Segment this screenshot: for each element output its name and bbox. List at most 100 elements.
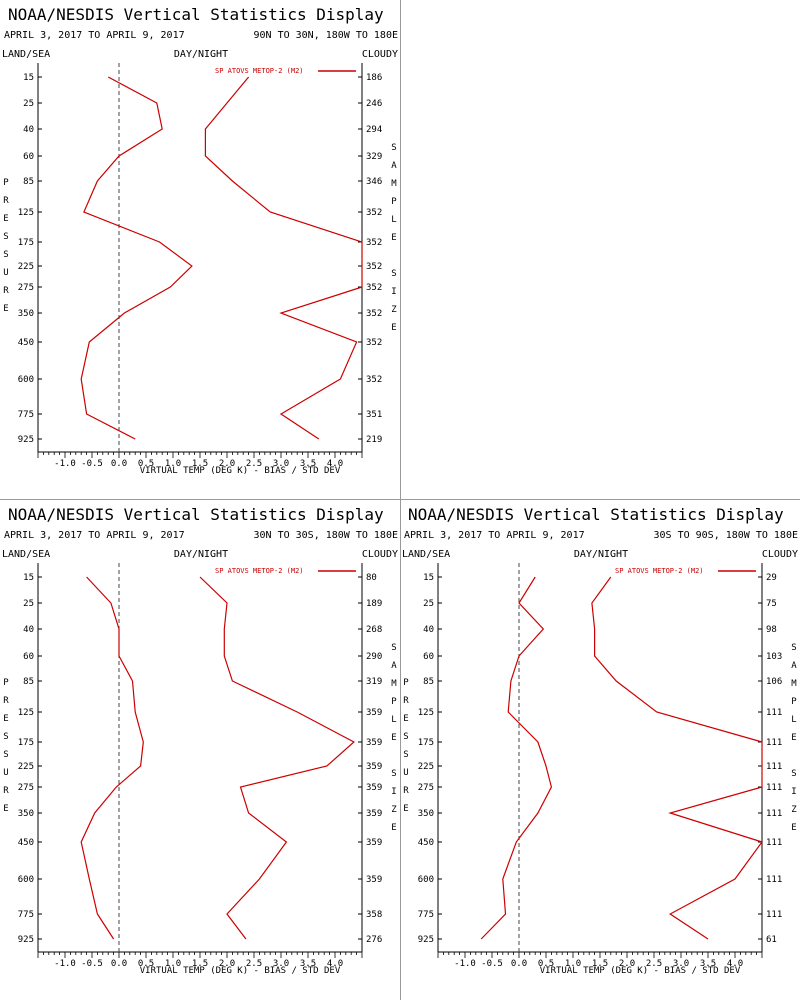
sample-size-label: 346 [366,177,382,187]
pressure-tick-label: 60 [23,652,34,662]
sample-size-label: 294 [366,125,382,135]
x-tick-label: 1.5 [192,959,208,969]
x-tick-label: 2.0 [219,459,235,469]
cloudy-label: CLOUDY [362,549,398,560]
day-night-label: DAY/NIGHT [174,549,228,560]
x-tick-label: -1.0 [54,459,76,469]
y-label-left-letter: R [3,786,9,796]
pressure-tick-label: 85 [23,677,34,687]
axes: 15 186 25 246 40 294 60 329 85 346 125 352 175 352 225… [3,63,397,469]
pressure-tick-label: 600 [18,875,34,885]
y-label-left-letter: P [3,178,9,188]
bias-line [80,76,193,440]
sample-size-label: 319 [366,677,382,687]
sample-size-label: 351 [366,410,382,420]
pressure-tick-label: 275 [18,283,34,293]
y-label-left-letter: S [403,732,408,742]
x-axis-label: VIRTUAL TEMP (DEG K) - BIAS / STD DEV [540,966,741,976]
pressure-tick-label: 600 [18,375,34,385]
y-label-left-letter: S [3,750,8,760]
y-label-right-letter: M [391,679,397,689]
sample-size-label: 359 [366,783,382,793]
y-label-left-letter: S [3,250,8,260]
sample-size-label: 352 [366,238,382,248]
y-label-right-letter: M [791,679,797,689]
x-tick-label: -1.0 [54,959,76,969]
sample-size-label: 359 [366,762,382,772]
x-tick-label: 2.0 [219,959,235,969]
y-label-right-letter: I [391,787,396,797]
y-label-left-letter: R [3,286,9,296]
y-label-right-letter: P [391,697,397,707]
y-label-left-letter: U [3,268,8,278]
y-label-left-letter: E [3,804,8,814]
pressure-tick-label: 40 [423,625,434,635]
chart-svg-2: NOAA/NESDIS Vertical Statistics Display … [2,505,398,976]
pressure-tick-label: 40 [23,625,34,635]
pressure-tick-label: 600 [418,875,434,885]
x-tick-label: 1.5 [592,959,608,969]
y-label-right-letter: E [391,733,396,743]
sample-size-label: 111 [766,783,782,793]
panel-title: NOAA/NESDIS Vertical Statistics Display [8,505,384,524]
sample-size-label: 352 [366,262,382,272]
bias-line [480,576,553,940]
pressure-tick-label: 175 [18,738,34,748]
sample-size-label: 75 [766,599,777,609]
y-label-right-letter: Z [791,805,797,815]
x-tick-label: 0.5 [538,959,554,969]
pressure-tick-label: 925 [418,935,434,945]
x-tick-label: 2.5 [246,959,262,969]
y-label-right-letter: L [391,215,396,225]
sample-size-label: 111 [766,910,782,920]
sample-size-label: 98 [766,625,777,635]
sample-size-label: 219 [366,435,382,445]
sample-size-label: 352 [366,309,382,319]
pressure-tick-label: 775 [18,910,34,920]
x-tick-label: 1.5 [192,459,208,469]
std-dev-line [199,576,355,940]
sample-size-label: 359 [366,708,382,718]
pressure-tick-label: 925 [18,435,34,445]
pressure-tick-label: 25 [423,599,434,609]
sample-size-label: 359 [366,875,382,885]
sample-size-label: 103 [766,652,782,662]
std-dev-line [204,76,363,440]
day-night-label: DAY/NIGHT [574,549,628,560]
x-tick-label: 0.5 [138,459,154,469]
x-tick-label: 0.5 [138,959,154,969]
x-tick-label: 2.5 [646,959,662,969]
sample-size-label: 189 [366,599,382,609]
panel-title: NOAA/NESDIS Vertical Statistics Display [8,5,384,24]
sample-size-label: 186 [366,73,382,83]
y-label-right-letter: E [791,823,796,833]
y-label-right-letter: S [391,143,396,153]
panel-title: NOAA/NESDIS Vertical Statistics Display [408,505,784,524]
axes: 15 80 25 189 40 268 60 290 85 319 125 359 175 359 225 3… [3,563,397,969]
x-tick-label: 4.0 [327,959,343,969]
date-range: APRIL 3, 2017 TO APRIL 9, 2017 [4,30,185,41]
y-label-right-letter: L [791,715,796,725]
y-label-right-letter: E [391,823,396,833]
y-label-right-letter: I [791,787,796,797]
sample-size-label: 246 [366,99,382,109]
pressure-tick-label: 225 [418,762,434,772]
legend-label: SP ATOVS METOP-2 (M2) [615,567,704,575]
y-label-right-letter: L [391,715,396,725]
pressure-tick-label: 25 [23,599,34,609]
x-tick-label: 1.0 [165,459,181,469]
sample-size-label: 290 [366,652,382,662]
sample-size-label: 61 [766,935,777,945]
y-label-right-letter: P [391,197,397,207]
y-label-right-letter: E [391,323,396,333]
sample-size-label: 276 [366,935,382,945]
sample-size-label: 352 [366,283,382,293]
chart-svg-1: NOAA/NESDIS Vertical Statistics Display … [2,5,398,476]
land-sea-label: LAND/SEA [2,49,50,60]
pressure-tick-label: 15 [23,573,34,583]
y-label-left-letter: R [3,196,9,206]
sample-size-label: 111 [766,762,782,772]
x-tick-label: 4.0 [327,459,343,469]
y-label-right-letter: M [391,179,397,189]
sample-size-label: 359 [366,809,382,819]
